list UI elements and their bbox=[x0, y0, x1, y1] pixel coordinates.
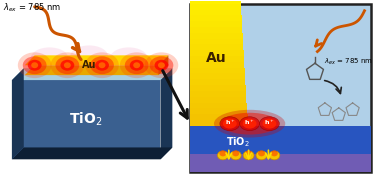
Bar bbox=[190, 33, 243, 39]
Bar bbox=[190, 4, 372, 172]
Bar bbox=[190, 44, 243, 50]
Ellipse shape bbox=[258, 150, 265, 156]
Ellipse shape bbox=[230, 151, 241, 160]
Bar bbox=[190, 56, 244, 62]
Bar bbox=[190, 15, 242, 21]
Bar bbox=[190, 166, 251, 172]
Ellipse shape bbox=[256, 151, 267, 160]
Polygon shape bbox=[158, 55, 168, 75]
Ellipse shape bbox=[99, 62, 105, 68]
Bar bbox=[190, 4, 241, 10]
Polygon shape bbox=[12, 68, 172, 80]
Ellipse shape bbox=[243, 119, 257, 129]
Ellipse shape bbox=[90, 56, 114, 74]
Ellipse shape bbox=[245, 150, 252, 156]
Ellipse shape bbox=[31, 62, 38, 68]
Text: TiO$_2$: TiO$_2$ bbox=[70, 111, 103, 128]
Text: h$^+$: h$^+$ bbox=[264, 118, 275, 127]
Bar bbox=[190, 85, 246, 91]
Bar bbox=[190, 137, 249, 143]
Bar bbox=[190, 0, 241, 4]
Bar bbox=[190, 161, 250, 166]
Text: Au: Au bbox=[82, 60, 96, 70]
Ellipse shape bbox=[18, 52, 51, 78]
Bar bbox=[190, 50, 244, 56]
Ellipse shape bbox=[23, 56, 46, 74]
Ellipse shape bbox=[223, 119, 237, 129]
Ellipse shape bbox=[51, 52, 84, 78]
Ellipse shape bbox=[262, 119, 276, 129]
Bar bbox=[190, 21, 242, 27]
Bar bbox=[190, 154, 372, 172]
Ellipse shape bbox=[70, 45, 108, 67]
Ellipse shape bbox=[269, 151, 280, 160]
Polygon shape bbox=[12, 147, 172, 159]
Bar bbox=[190, 143, 249, 149]
Bar bbox=[190, 10, 242, 15]
Text: TiO$_2$: TiO$_2$ bbox=[226, 136, 250, 149]
Bar bbox=[190, 62, 245, 68]
Text: h$^+$: h$^+$ bbox=[225, 118, 235, 127]
Ellipse shape bbox=[271, 150, 278, 156]
Ellipse shape bbox=[217, 151, 228, 160]
Bar bbox=[190, 68, 245, 74]
Polygon shape bbox=[12, 68, 24, 159]
Ellipse shape bbox=[232, 150, 239, 156]
Bar bbox=[190, 27, 242, 33]
Ellipse shape bbox=[110, 47, 147, 69]
Text: $\lambda_{ex}$ = 785 nm: $\lambda_{ex}$ = 785 nm bbox=[324, 56, 373, 67]
Bar bbox=[190, 91, 246, 97]
Ellipse shape bbox=[220, 117, 240, 131]
Bar bbox=[190, 114, 248, 120]
Bar bbox=[190, 108, 247, 114]
Bar bbox=[190, 126, 248, 132]
Text: Au: Au bbox=[206, 51, 226, 65]
Polygon shape bbox=[12, 80, 160, 159]
Bar bbox=[190, 155, 250, 161]
Ellipse shape bbox=[130, 60, 144, 71]
Ellipse shape bbox=[125, 56, 149, 74]
Ellipse shape bbox=[240, 117, 260, 131]
Bar bbox=[190, 39, 243, 44]
Ellipse shape bbox=[28, 60, 42, 71]
Text: h$^+$: h$^+$ bbox=[244, 118, 255, 127]
Bar bbox=[190, 97, 246, 103]
Ellipse shape bbox=[56, 56, 79, 74]
Ellipse shape bbox=[155, 60, 168, 71]
Ellipse shape bbox=[95, 60, 109, 71]
Bar bbox=[190, 74, 245, 79]
Ellipse shape bbox=[214, 110, 285, 138]
Bar bbox=[190, 103, 247, 108]
Ellipse shape bbox=[60, 60, 74, 71]
Ellipse shape bbox=[85, 52, 119, 78]
Ellipse shape bbox=[31, 47, 68, 69]
Text: $\lambda_{ex}$ = 785 nm: $\lambda_{ex}$ = 785 nm bbox=[3, 2, 61, 14]
Bar bbox=[190, 79, 245, 85]
Ellipse shape bbox=[158, 62, 165, 68]
Ellipse shape bbox=[64, 62, 71, 68]
Ellipse shape bbox=[243, 151, 254, 160]
Ellipse shape bbox=[120, 52, 153, 78]
Ellipse shape bbox=[133, 62, 140, 68]
Ellipse shape bbox=[150, 56, 174, 74]
Bar bbox=[190, 149, 249, 155]
Ellipse shape bbox=[219, 150, 226, 156]
Bar bbox=[190, 120, 248, 126]
Polygon shape bbox=[25, 55, 168, 65]
Bar bbox=[190, 126, 372, 172]
Ellipse shape bbox=[260, 117, 279, 131]
Polygon shape bbox=[25, 65, 168, 75]
Polygon shape bbox=[160, 68, 172, 159]
Ellipse shape bbox=[145, 52, 178, 78]
Bar bbox=[190, 132, 249, 137]
Ellipse shape bbox=[221, 113, 278, 135]
